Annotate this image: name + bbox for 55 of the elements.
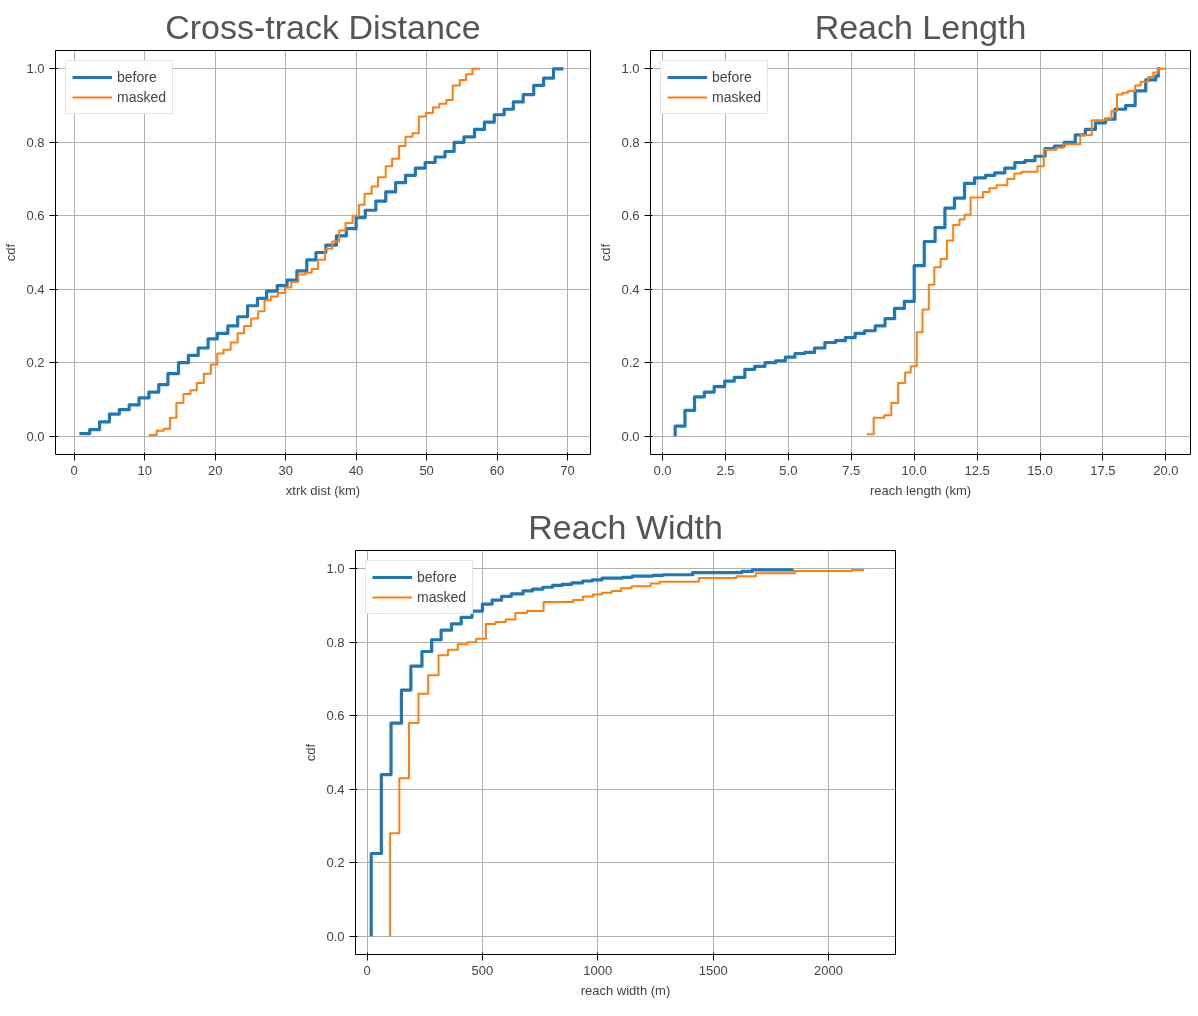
- chart-title: Reach Width: [528, 507, 723, 546]
- chart-title: Cross-track Distance: [165, 7, 481, 46]
- x-axis-title: reach length (km): [869, 482, 972, 498]
- x-tick-label: 50: [419, 462, 434, 478]
- x-tick-label: 10: [137, 462, 152, 478]
- y-tick-label: 0.4: [26, 281, 45, 297]
- x-tick-label: 2.5: [716, 462, 735, 478]
- legend-label: masked: [712, 89, 762, 105]
- legend-label: before: [712, 69, 752, 85]
- y-axis-title: cdf: [598, 243, 614, 262]
- x-tick-label: 40: [348, 462, 364, 478]
- x-tick-label: 20.0: [1153, 462, 1179, 478]
- y-tick-label: 0.0: [621, 428, 640, 444]
- legend-label: before: [117, 69, 157, 85]
- x-tick-label: 0: [363, 962, 371, 978]
- y-tick-label: 0.0: [326, 928, 345, 944]
- x-tick-label: 30: [278, 462, 293, 478]
- y-axis-title: cdf: [3, 243, 19, 262]
- x-tick-label: 12.5: [964, 462, 990, 478]
- x-tick-label: 20: [207, 462, 223, 478]
- y-tick-label: 0.4: [326, 781, 345, 797]
- y-tick-label: 1.0: [326, 561, 345, 577]
- x-tick-label: 1000: [583, 962, 613, 978]
- legend-label: masked: [117, 89, 167, 105]
- x-tick-label: 0: [70, 462, 78, 478]
- y-tick-label: 0.2: [621, 355, 640, 371]
- y-tick-label: 0.0: [26, 428, 45, 444]
- y-tick-label: 0.2: [326, 855, 345, 871]
- y-tick-label: 0.8: [26, 134, 45, 150]
- y-tick-label: 0.4: [621, 281, 640, 297]
- y-tick-label: 0.2: [26, 355, 45, 371]
- chart-title: Reach Length: [814, 7, 1027, 46]
- x-axis-title: reach width (m): [580, 982, 671, 998]
- y-axis-title: cdf: [303, 743, 319, 762]
- legend-label: masked: [417, 589, 467, 605]
- legend-label: before: [417, 569, 457, 585]
- x-tick-label: 2000: [814, 962, 844, 978]
- x-tick-label: 0.0: [653, 462, 672, 478]
- y-tick-label: 0.6: [326, 708, 345, 724]
- x-tick-label: 7.5: [842, 462, 861, 478]
- y-tick-label: 1.0: [26, 61, 45, 77]
- x-tick-label: 17.5: [1090, 462, 1116, 478]
- x-axis-title: xtrk dist (km): [285, 482, 361, 498]
- x-tick-label: 5.0: [779, 462, 798, 478]
- x-tick-label: 1500: [698, 962, 728, 978]
- x-tick-label: 15.0: [1027, 462, 1053, 478]
- y-tick-label: 1.0: [621, 61, 640, 77]
- x-tick-label: 70: [560, 462, 575, 478]
- y-tick-label: 0.6: [621, 208, 640, 224]
- y-tick-label: 0.8: [621, 134, 640, 150]
- y-tick-label: 0.6: [26, 208, 45, 224]
- x-tick-label: 500: [471, 962, 494, 978]
- x-tick-label: 60: [489, 462, 505, 478]
- x-tick-label: 10.0: [901, 462, 927, 478]
- y-tick-label: 0.8: [326, 634, 345, 650]
